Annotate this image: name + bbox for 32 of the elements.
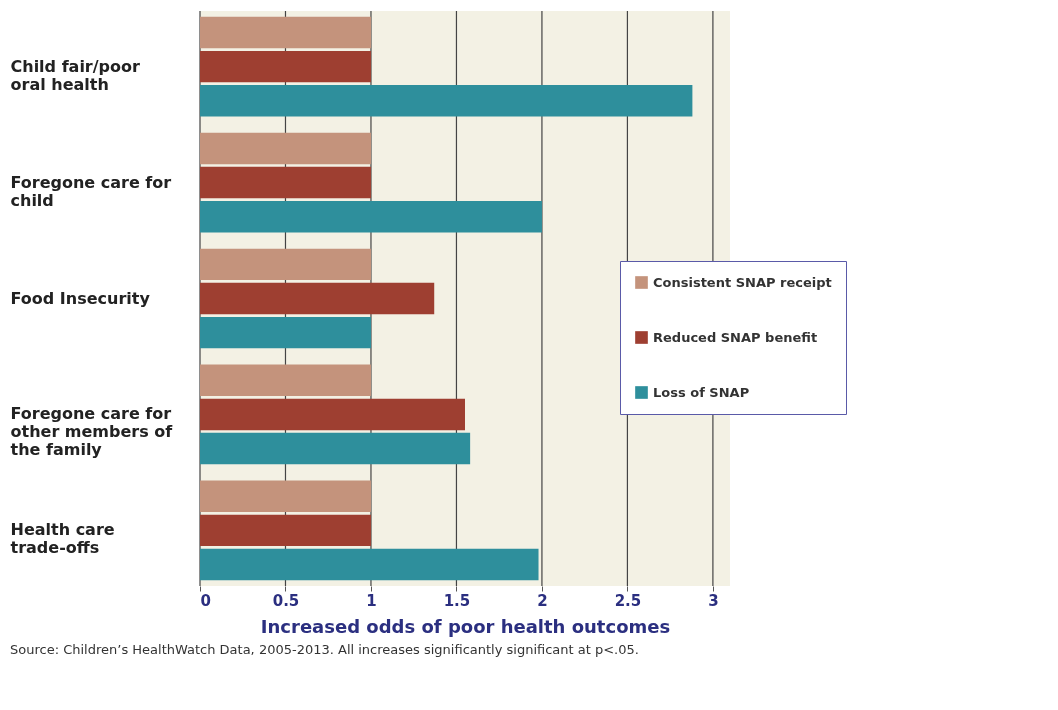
y-tick-label: Health care trade-offs [10, 520, 115, 558]
bar [200, 514, 371, 547]
legend-label: Consistent SNAP receipt [653, 274, 832, 290]
bar [200, 316, 371, 349]
x-tick-label: 3 [708, 591, 719, 610]
bar [200, 85, 693, 117]
bar [200, 132, 371, 165]
source-note: Source: Children’s HealthWatch Data, 2005-2013. All increases significantly significant at p<.05. [10, 642, 639, 657]
bar [200, 282, 435, 315]
x-tick-label: 0.5 [272, 591, 300, 610]
y-tick-label: Food Insecurity [10, 288, 151, 308]
bar [200, 248, 371, 281]
bar [200, 201, 542, 233]
bar [200, 364, 371, 396]
bar [200, 432, 471, 465]
bar [200, 16, 371, 49]
bar [200, 166, 371, 199]
bar [200, 548, 539, 581]
x-tick-label: 1 [366, 591, 377, 610]
legend-label: Reduced SNAP benefit [653, 329, 818, 345]
x-tick-label: 1.5 [443, 591, 471, 610]
bar [200, 398, 465, 431]
x-tick-label: 2.5 [614, 591, 642, 610]
y-tick-label: Foregone care for child [10, 172, 172, 210]
x-tick-label: 0 [200, 591, 211, 610]
x-axis-title: Increased odds of poor health outcomes [260, 615, 671, 637]
bar [200, 480, 371, 512]
y-tick-label: Foregone care for other members of the family [10, 404, 174, 460]
bar [200, 50, 371, 83]
y-tick-label: Child fair/poor oral health [10, 56, 141, 94]
x-tick-label: 2 [537, 591, 548, 610]
legend-label: Loss of SNAP [653, 384, 750, 400]
